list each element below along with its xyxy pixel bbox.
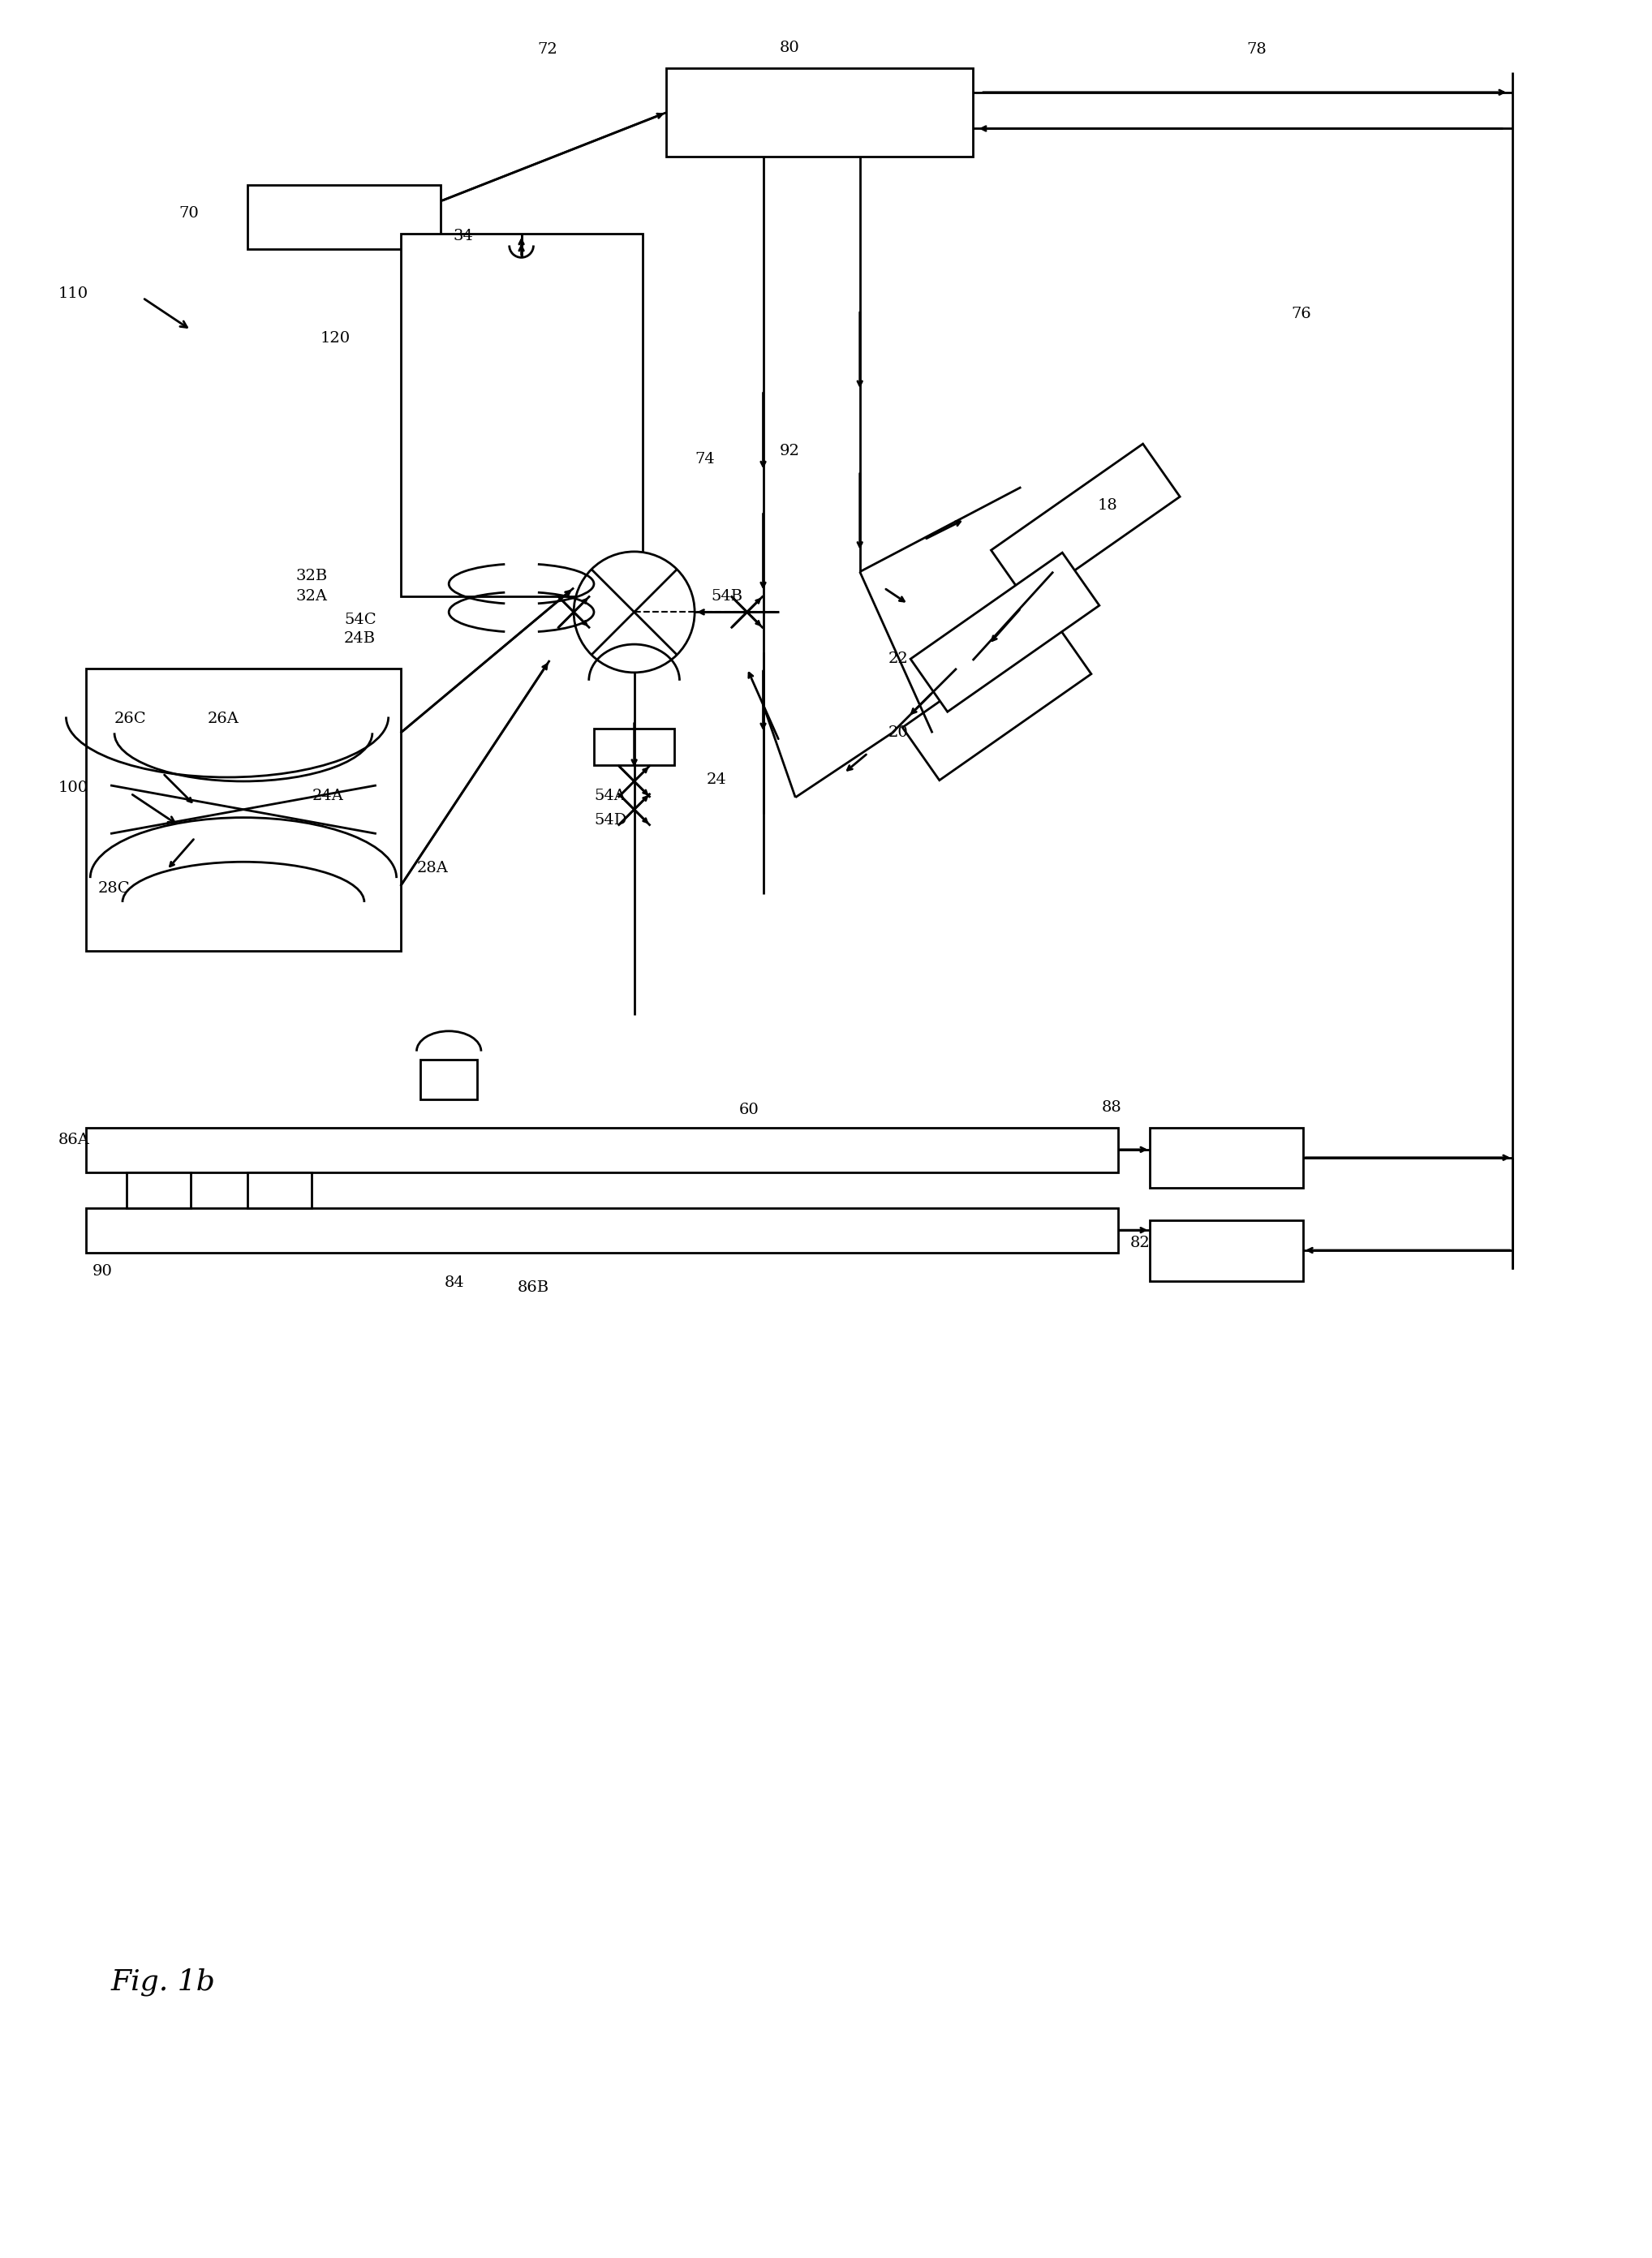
Text: 76: 76 bbox=[1290, 307, 1312, 321]
Bar bbox=[248, 185, 441, 248]
Bar bbox=[1150, 1127, 1303, 1188]
Text: 88: 88 bbox=[1102, 1100, 1122, 1115]
Text: 34: 34 bbox=[453, 228, 472, 244]
Text: 24B: 24B bbox=[344, 632, 377, 646]
Text: 24: 24 bbox=[707, 772, 727, 788]
Text: 28A: 28A bbox=[416, 860, 448, 876]
Text: 110: 110 bbox=[58, 287, 88, 300]
Text: 74: 74 bbox=[694, 452, 715, 465]
Text: 100: 100 bbox=[58, 781, 88, 795]
Bar bbox=[86, 1208, 1118, 1253]
Bar bbox=[127, 1172, 192, 1208]
Text: 120: 120 bbox=[320, 330, 350, 345]
Text: 18: 18 bbox=[1097, 499, 1118, 513]
Text: 78: 78 bbox=[1247, 43, 1267, 56]
Text: 54D: 54D bbox=[595, 813, 626, 826]
Text: 32A: 32A bbox=[296, 589, 327, 603]
Text: 54B: 54B bbox=[710, 589, 742, 603]
Text: 80: 80 bbox=[780, 41, 800, 54]
Text: 20: 20 bbox=[889, 725, 909, 741]
Text: 28C: 28C bbox=[99, 881, 131, 896]
Text: 84: 84 bbox=[444, 1276, 464, 1289]
Text: 22: 22 bbox=[889, 653, 909, 666]
Text: 82: 82 bbox=[1130, 1235, 1150, 1251]
Bar bbox=[666, 68, 973, 156]
Bar bbox=[1150, 1222, 1303, 1280]
Bar bbox=[400, 233, 643, 596]
Circle shape bbox=[573, 551, 694, 673]
Text: 72: 72 bbox=[537, 43, 558, 56]
Bar bbox=[248, 1172, 312, 1208]
Bar bbox=[910, 553, 1099, 711]
Text: 90: 90 bbox=[93, 1264, 112, 1278]
Text: 24A: 24A bbox=[312, 788, 344, 804]
Text: 86A: 86A bbox=[58, 1134, 89, 1147]
Text: 60: 60 bbox=[738, 1102, 758, 1118]
Text: 92: 92 bbox=[780, 443, 800, 458]
Text: 26C: 26C bbox=[114, 711, 147, 727]
Text: 26A: 26A bbox=[206, 711, 238, 727]
Bar bbox=[86, 1127, 1118, 1172]
Text: 32B: 32B bbox=[296, 569, 327, 583]
Text: 70: 70 bbox=[178, 205, 198, 221]
Bar bbox=[421, 1059, 477, 1100]
Bar bbox=[595, 729, 674, 765]
Text: 54A: 54A bbox=[595, 788, 626, 804]
Bar bbox=[86, 668, 400, 951]
Text: 54C: 54C bbox=[344, 612, 377, 628]
Text: Fig. 1b: Fig. 1b bbox=[111, 1969, 215, 1996]
Text: 86B: 86B bbox=[517, 1280, 548, 1294]
Bar bbox=[991, 445, 1180, 603]
Bar bbox=[902, 621, 1092, 781]
